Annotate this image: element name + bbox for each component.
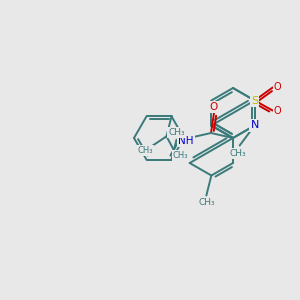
Text: O: O [274,82,281,92]
Text: CH₃: CH₃ [138,146,153,155]
Text: N: N [250,121,259,130]
Text: CH₃: CH₃ [168,128,185,137]
Text: CH₃: CH₃ [198,198,215,207]
Text: NH: NH [178,136,194,146]
Text: CH₃: CH₃ [229,149,246,158]
Text: O: O [274,106,281,116]
Text: S: S [251,95,258,106]
Text: CH₃: CH₃ [173,151,188,160]
Text: O: O [210,102,218,112]
